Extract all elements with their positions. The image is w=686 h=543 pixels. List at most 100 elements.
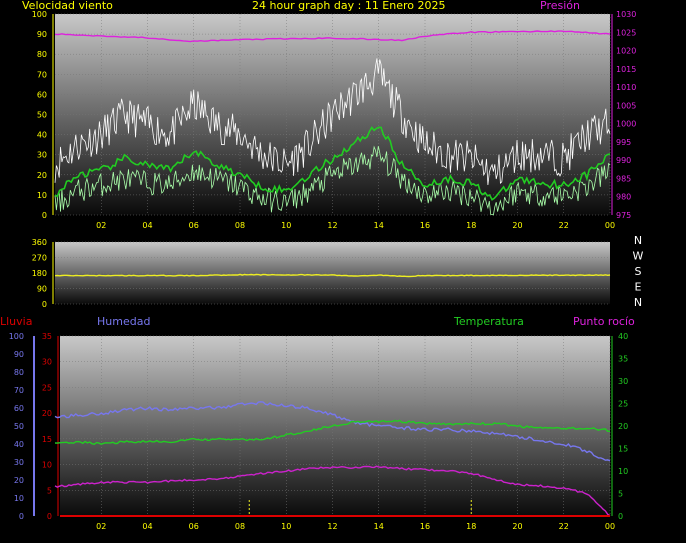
wind-x-tick-label: 00 bbox=[605, 221, 615, 230]
wind-y-tick-label: 90 bbox=[37, 30, 47, 39]
humidity-y-tick-label: 100 bbox=[9, 332, 24, 341]
humidity-y-tick-label: 20 bbox=[14, 476, 24, 485]
humidity-y-tick-label: 40 bbox=[14, 440, 24, 449]
humidity-y-tick-label: 10 bbox=[14, 494, 24, 503]
wind-y-tick-label: 100 bbox=[32, 10, 47, 19]
pressure-y-tick-label: 1010 bbox=[616, 83, 636, 92]
pressure-y-tick-label: 1015 bbox=[616, 65, 636, 74]
rain-y-tick-label: 5 bbox=[47, 486, 52, 495]
wind-direction-series-line bbox=[54, 273, 611, 278]
pressure-y-tick-label: 975 bbox=[616, 211, 631, 220]
wind-speed-series-line bbox=[54, 145, 611, 216]
humidity-axis-title: Humedad bbox=[97, 315, 151, 328]
pressure-y-tick-label: 1030 bbox=[616, 10, 636, 19]
humidity-y-tick-label: 0 bbox=[19, 512, 24, 521]
climate-x-tick-label: 00 bbox=[605, 522, 615, 531]
wind-x-tick-label: 12 bbox=[327, 221, 337, 230]
rain-y-tick-label: 35 bbox=[42, 332, 52, 341]
dewpoint-series-line bbox=[54, 465, 611, 517]
direction-y-tick-label: 90 bbox=[37, 285, 47, 294]
direction-y-tick-label: 270 bbox=[32, 254, 47, 263]
wind-y-tick-label: 70 bbox=[37, 70, 47, 79]
temperature-y-tick-label: 15 bbox=[618, 445, 628, 454]
chart-title: 24 hour graph day : 11 Enero 2025 bbox=[252, 0, 446, 12]
wind-x-tick-label: 14 bbox=[374, 221, 384, 230]
humidity-y-tick-label: 70 bbox=[14, 386, 24, 395]
wind-x-tick-label: 04 bbox=[142, 221, 152, 230]
wind-x-tick-label: 10 bbox=[281, 221, 291, 230]
wind-x-tick-label: 20 bbox=[512, 221, 522, 230]
rain-y-tick-label: 30 bbox=[42, 358, 52, 367]
temperature-y-tick-label: 40 bbox=[618, 332, 628, 341]
pressure-y-tick-label: 1005 bbox=[616, 101, 636, 110]
wind-y-tick-label: 10 bbox=[37, 191, 47, 200]
wind-y-tick-label: 30 bbox=[37, 151, 47, 160]
climate-x-tick-label: 08 bbox=[235, 522, 245, 531]
wind-x-tick-label: 06 bbox=[189, 221, 199, 230]
humidity-y-tick-label: 50 bbox=[14, 422, 24, 431]
climate-x-tick-label: 16 bbox=[420, 522, 430, 531]
pressure-y-tick-label: 1020 bbox=[616, 47, 636, 56]
wind-x-tick-label: 18 bbox=[466, 221, 476, 230]
humidity-series-line bbox=[54, 401, 611, 462]
humidity-y-tick-label: 60 bbox=[14, 404, 24, 413]
temperature-y-tick-label: 35 bbox=[618, 355, 628, 364]
pressure-y-tick-label: 1000 bbox=[616, 120, 636, 129]
wind-x-tick-label: 08 bbox=[235, 221, 245, 230]
direction-y-tick-label: 0 bbox=[42, 300, 47, 309]
temperature-y-tick-label: 0 bbox=[618, 512, 623, 521]
rain-y-tick-label: 20 bbox=[42, 409, 52, 418]
compass-label: E bbox=[635, 281, 642, 294]
climate-x-tick-label: 14 bbox=[374, 522, 384, 531]
wind-chart-title-left: Velocidad viento bbox=[22, 0, 113, 12]
climate-x-tick-label: 06 bbox=[189, 522, 199, 531]
compass-label: N bbox=[634, 234, 642, 247]
rain-y-tick-label: 15 bbox=[42, 435, 52, 444]
rain-axis-title: Lluvia bbox=[0, 315, 33, 328]
wind-y-tick-label: 50 bbox=[37, 111, 47, 120]
wind-x-tick-label: 16 bbox=[420, 221, 430, 230]
rain-y-tick-label: 0 bbox=[47, 512, 52, 521]
humidity-y-tick-label: 80 bbox=[14, 368, 24, 377]
climate-x-tick-label: 12 bbox=[327, 522, 337, 531]
pressure-y-tick-label: 990 bbox=[616, 156, 631, 165]
temperature-y-tick-label: 10 bbox=[618, 467, 628, 476]
direction-y-tick-label: 360 bbox=[32, 238, 47, 247]
wind-x-tick-label: 22 bbox=[559, 221, 569, 230]
climate-x-tick-label: 20 bbox=[512, 522, 522, 531]
average-wind-series-line bbox=[54, 126, 611, 201]
wind-y-tick-label: 40 bbox=[37, 131, 47, 140]
climate-x-tick-label: 22 bbox=[559, 522, 569, 531]
compass-label: W bbox=[633, 250, 644, 263]
wind-y-tick-label: 80 bbox=[37, 50, 47, 59]
compass-label: N bbox=[634, 296, 642, 309]
compass-label: S bbox=[635, 265, 642, 278]
pressure-y-tick-label: 1025 bbox=[616, 28, 636, 37]
pressure-y-tick-label: 985 bbox=[616, 174, 631, 183]
temperature-y-tick-label: 20 bbox=[618, 422, 628, 431]
gust-series-line bbox=[54, 58, 611, 186]
pressure-axis-title: Presión bbox=[540, 0, 580, 12]
direction-y-tick-label: 180 bbox=[32, 269, 47, 278]
climate-x-tick-label: 18 bbox=[466, 522, 476, 531]
wind-y-tick-label: 20 bbox=[37, 171, 47, 180]
wind-y-tick-label: 0 bbox=[42, 211, 47, 220]
wind-y-tick-label: 60 bbox=[37, 90, 47, 99]
rain-y-tick-label: 25 bbox=[42, 383, 52, 392]
temperature-axis-title: Temperatura bbox=[454, 315, 524, 328]
climate-x-tick-label: 10 bbox=[281, 522, 291, 531]
wind-x-tick-label: 02 bbox=[96, 221, 106, 230]
temperature-series-line bbox=[54, 419, 611, 445]
rain-y-tick-label: 10 bbox=[42, 461, 52, 470]
climate-x-tick-label: 04 bbox=[142, 522, 152, 531]
dewpoint-axis-title: Punto rocío bbox=[573, 315, 635, 328]
pressure-y-tick-label: 995 bbox=[616, 138, 631, 147]
pressure-y-tick-label: 980 bbox=[616, 193, 631, 202]
pressure-series-line bbox=[54, 30, 611, 43]
temperature-y-tick-label: 5 bbox=[618, 490, 623, 499]
humidity-y-tick-label: 90 bbox=[14, 350, 24, 359]
temperature-y-tick-label: 25 bbox=[618, 400, 628, 409]
humidity-y-tick-label: 30 bbox=[14, 458, 24, 467]
temperature-y-tick-label: 30 bbox=[618, 377, 628, 386]
